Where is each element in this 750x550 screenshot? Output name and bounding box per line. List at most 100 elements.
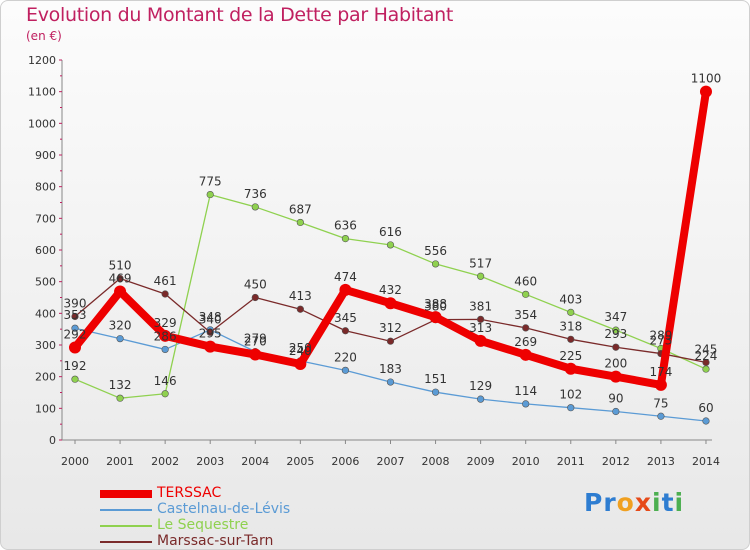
y-tick-label: 1000	[28, 117, 56, 130]
data-label: 353	[64, 308, 87, 322]
x-tick-label: 2002	[151, 455, 179, 468]
data-label: 510	[109, 259, 132, 273]
data-point	[522, 400, 530, 408]
data-label: 114	[514, 384, 537, 398]
data-label: 224	[695, 349, 718, 363]
data-point	[159, 329, 172, 342]
data-point	[71, 375, 79, 383]
x-tick-label: 2005	[286, 455, 314, 468]
data-point	[567, 308, 575, 316]
data-label: 312	[379, 321, 402, 335]
data-point	[161, 390, 169, 398]
data-label: 687	[289, 202, 312, 216]
x-tick-label: 2014	[692, 455, 720, 468]
data-label: 403	[559, 292, 582, 306]
data-label: 146	[154, 374, 177, 388]
y-tick-label: 200	[35, 371, 56, 384]
data-point	[702, 417, 710, 425]
data-point	[251, 293, 259, 302]
y-tick-label: 300	[35, 339, 56, 352]
legend-label-terssac: TERSSAC	[157, 485, 222, 501]
data-label: 269	[514, 335, 537, 349]
legend: TERSSAC Castelnau-de-Lévis Le Sequestre …	[100, 485, 400, 550]
y-tick-label: 900	[35, 149, 56, 162]
data-point	[702, 365, 710, 373]
data-label: 354	[514, 308, 537, 322]
data-label: 270	[244, 335, 267, 349]
data-label: 736	[244, 187, 267, 201]
data-point	[341, 327, 350, 335]
data-label: 192	[64, 359, 87, 373]
data-label: 775	[199, 175, 222, 189]
data-label: 556	[424, 244, 447, 258]
data-label: 329	[154, 316, 177, 330]
x-tick-label: 2013	[647, 455, 675, 468]
data-label: 313	[469, 321, 492, 335]
data-point	[477, 395, 485, 403]
data-label: 1100	[691, 72, 722, 86]
legend-label-castelnau: Castelnau-de-Lévis	[157, 501, 291, 517]
legend-swatch-castelnau	[100, 509, 152, 511]
data-point	[114, 285, 127, 298]
data-point	[116, 394, 124, 402]
data-label: 340	[199, 312, 222, 326]
legend-swatch-sequestre	[100, 525, 152, 527]
data-label: 250	[289, 341, 312, 355]
chart-title: Evolution du Montant de la Dette par Hab…	[26, 4, 454, 26]
data-label: 225	[559, 349, 582, 363]
data-point	[474, 334, 487, 347]
data-point	[477, 272, 485, 280]
data-label: 469	[109, 271, 132, 285]
y-tick-label: 400	[35, 307, 56, 320]
data-label: 292	[64, 328, 87, 342]
data-label: 289	[649, 328, 672, 342]
data-label: 388	[424, 297, 447, 311]
data-label: 347	[604, 310, 627, 324]
data-label: 60	[698, 401, 713, 415]
data-point	[519, 348, 532, 361]
x-tick-label: 2010	[512, 455, 540, 468]
y-tick-label: 0	[49, 434, 56, 447]
data-label: 460	[514, 274, 537, 288]
data-label: 183	[379, 362, 402, 376]
data-point	[206, 328, 214, 336]
data-point	[386, 378, 395, 386]
data-point	[386, 241, 395, 249]
data-point	[429, 311, 442, 324]
x-tick-label: 2007	[376, 455, 404, 468]
data-label: 151	[424, 372, 447, 386]
legend-swatch-terssac	[100, 490, 152, 498]
data-label: 220	[334, 350, 357, 364]
data-label: 461	[154, 274, 177, 288]
y-tick-label: 800	[35, 181, 56, 194]
data-label: 413	[289, 289, 312, 303]
data-point	[71, 312, 79, 321]
data-label: 129	[469, 379, 492, 393]
x-tick-label: 2003	[196, 455, 224, 468]
data-point	[431, 388, 440, 396]
data-label: 390	[64, 297, 87, 311]
x-tick-label: 2011	[557, 455, 585, 468]
data-label: 432	[379, 283, 402, 297]
data-label: 320	[109, 319, 132, 333]
data-label: 102	[559, 388, 582, 402]
data-label: 132	[109, 378, 132, 392]
x-tick-label: 2000	[61, 455, 89, 468]
x-tick-label: 2006	[331, 455, 359, 468]
legend-swatch-marssac	[100, 541, 152, 543]
data-point	[522, 324, 530, 332]
legend-label-marssac: Marssac-sur-Tarn	[157, 533, 274, 549]
chart-subtitle: (en €)	[26, 29, 62, 43]
y-tick-label: 100	[35, 402, 56, 415]
data-point	[431, 260, 440, 268]
data-point	[161, 290, 169, 298]
data-label: 517	[469, 256, 492, 270]
data-point	[612, 326, 620, 334]
x-tick-label: 2012	[602, 455, 630, 468]
data-label: 616	[379, 225, 402, 239]
data-point	[294, 358, 307, 370]
data-point	[251, 203, 259, 211]
x-tick-label: 2008	[422, 455, 450, 468]
data-point	[249, 348, 262, 361]
